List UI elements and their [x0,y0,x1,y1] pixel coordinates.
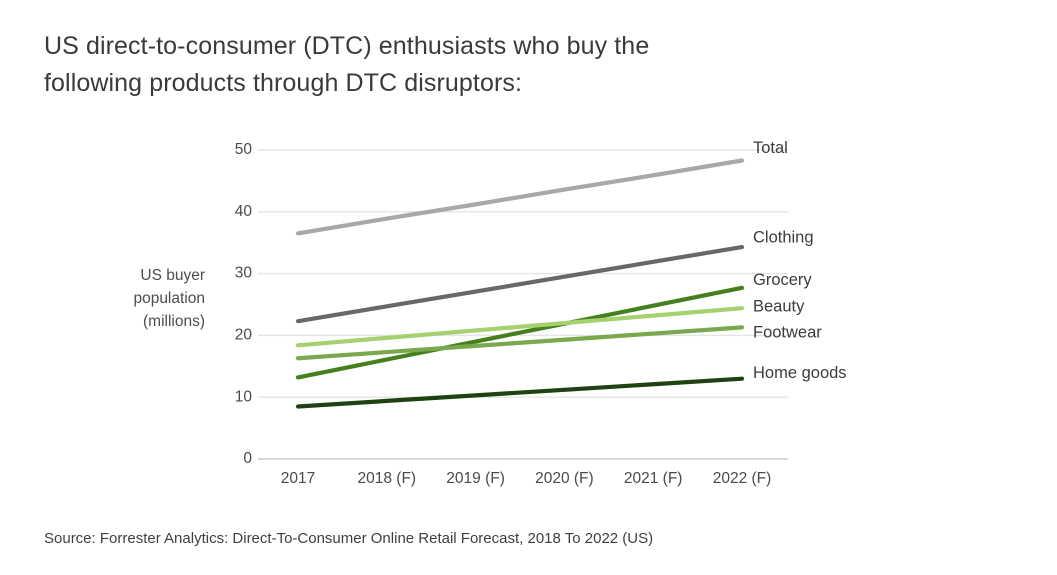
series-line-total [295,158,745,236]
ytick-label-20: 20 [235,326,253,343]
series-line-beauty [295,306,745,348]
series-line-home-goods [295,376,745,409]
series-label-total: Total [753,139,788,157]
series-line-clothing [295,244,745,324]
xtick-label-2020-f-: 2020 (F) [535,470,594,487]
series-label-grocery: Grocery [753,271,812,289]
chart-title: US direct-to-consumer (DTC) enthusiasts … [44,32,650,97]
xtick-label-2019-f-: 2019 (F) [446,470,505,487]
ytick-label-0: 0 [243,450,252,467]
xtick-label-2021-f-: 2021 (F) [624,470,683,487]
series-label-beauty: Beauty [753,298,805,316]
series-label-home-goods: Home goods [753,364,847,382]
ytick-label-50: 50 [235,141,253,158]
ytick-label-30: 30 [235,265,253,282]
series-label-footwear: Footwear [753,324,822,342]
ytick-label-40: 40 [235,203,253,220]
xtick-label-2017: 2017 [281,470,315,487]
series-line-footwear [295,325,745,361]
y-axis-label: US buyer population (millions) [133,267,205,330]
series-label-clothing: Clothing [753,228,814,246]
xtick-label-2022-f-: 2022 (F) [713,470,772,487]
dtc-line-chart: 0 10 20 30 40 50 2017 2018 (F) 2019 (F) 2020 (F) 2… [235,139,847,487]
ytick-label-10: 10 [235,388,253,405]
series-line-grocery [295,285,745,380]
source-note: Source: Forrester Analytics: Direct-To-C… [44,530,654,547]
xtick-label-2018-f-: 2018 (F) [358,470,417,487]
